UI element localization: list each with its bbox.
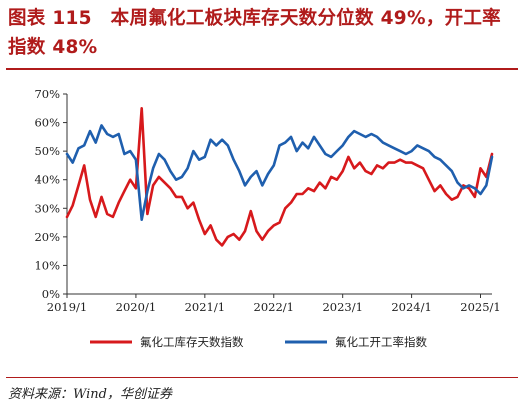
y-tick-label: 50% [34,144,60,158]
y-tick-label: 40% [34,173,60,187]
x-tick-label: 2023/1 [322,300,362,314]
x-tick-label: 2019/1 [47,300,87,314]
y-axis: 0% 10% 20% 30% 40% 50% 60% 70% [34,87,68,301]
legend: 氟化工库存天数指数 氟化工开工率指数 [90,335,427,349]
x-axis: 2019/1 2020/1 2021/1 2022/1 2023/1 2024/1 2025… [47,293,501,314]
series-lines [65,107,494,247]
series-line-operating-rate [65,124,494,221]
y-tick-label: 30% [34,201,60,215]
chart-title: 图表 115 本周氟化工板块库存天数分位数 49%，开工率指数 48% [8,8,501,58]
y-tick-label: 10% [34,258,60,272]
y-tick-label: 70% [34,87,60,101]
x-tick-label: 2021/1 [185,300,225,314]
y-tick-label: 60% [34,116,60,130]
x-tick-label: 2025/1 [460,300,500,314]
x-tick-label: 2024/1 [391,300,431,314]
x-tick-label: 2020/1 [116,300,156,314]
source-divider [6,377,518,378]
series-line-inventory-days [65,107,494,247]
legend-label: 氟化工库存天数指数 [140,335,244,349]
y-tick-label: 20% [34,230,60,244]
title-divider [6,68,518,70]
x-tick-label: 2022/1 [254,300,294,314]
line-chart: 0% 10% 20% 30% 40% 50% 60% 70% 2019/1 2020/1 2021… [34,87,501,349]
legend-label: 氟化工开工率指数 [335,335,427,349]
y-tick-label: 0% [42,287,60,301]
source-note: 资料来源：Wind，华创证券 [8,387,172,402]
